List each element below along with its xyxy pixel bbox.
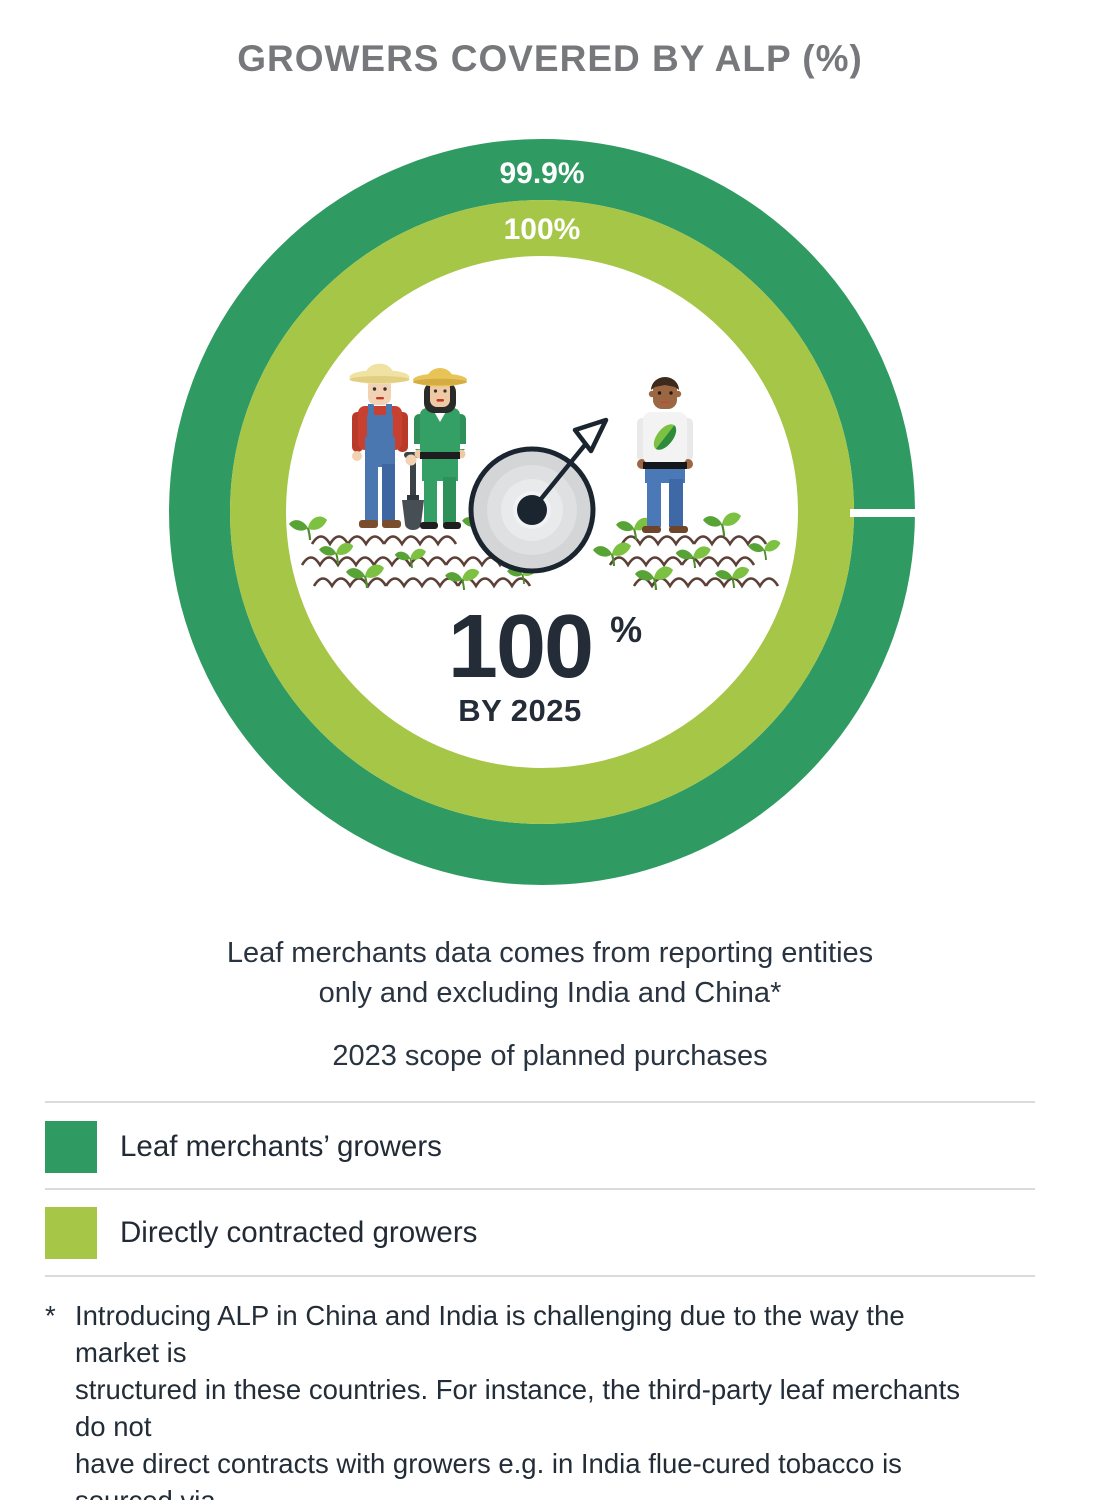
legend-item-directly-contracted: Directly contracted growers xyxy=(45,1207,1035,1259)
donut-chart xyxy=(169,139,922,885)
footnote: * Introducing ALP in China and India is … xyxy=(45,1297,980,1500)
farmer-man-icon xyxy=(349,363,424,530)
divider xyxy=(45,1101,1035,1103)
outer-ring-label: 99.9% xyxy=(499,157,585,190)
center-percent-sign: % xyxy=(610,609,643,650)
target-arrow-icon xyxy=(468,417,609,574)
center-subtitle: BY 2025 xyxy=(458,693,582,728)
legend-swatch-outer xyxy=(45,1121,97,1173)
footnote-line: have direct contracts with growers e.g. … xyxy=(75,1448,902,1500)
inner-ring-label: 100% xyxy=(503,213,581,246)
legend-label: Leaf merchants’ growers xyxy=(120,1130,442,1163)
center-value: 100 xyxy=(447,597,594,697)
caption-line-2: only and excluding India and China* xyxy=(318,977,782,1009)
legend-swatch-inner xyxy=(45,1207,97,1259)
donut-ring-inner xyxy=(230,200,854,824)
donut-ring-gap xyxy=(850,509,922,517)
donut-center-label: 100 % BY 2025 xyxy=(162,601,922,729)
legend-item-leaf-merchants: Leaf merchants’ growers xyxy=(45,1121,1035,1173)
footnote-line: structured in these countries. For insta… xyxy=(75,1374,960,1442)
scope-caption: 2023 scope of planned purchases xyxy=(332,1040,768,1072)
footnote-asterisk: * xyxy=(45,1300,56,1331)
legend-label: Directly contracted growers xyxy=(120,1216,478,1249)
divider xyxy=(45,1275,1035,1277)
grower-man-icon xyxy=(637,377,693,533)
caption-line-1: Leaf merchants data comes from reporting… xyxy=(226,937,874,969)
seedling-field-right-icon xyxy=(591,511,782,592)
divider xyxy=(45,1188,1035,1190)
page-title: GROWERS COVERED BY ALP (%) xyxy=(237,38,863,79)
chart-caption: Leaf merchants data comes from reporting… xyxy=(0,933,1100,1013)
farmer-woman-icon xyxy=(413,368,467,529)
footnote-line: Introducing ALP in China and India is ch… xyxy=(75,1300,905,1368)
